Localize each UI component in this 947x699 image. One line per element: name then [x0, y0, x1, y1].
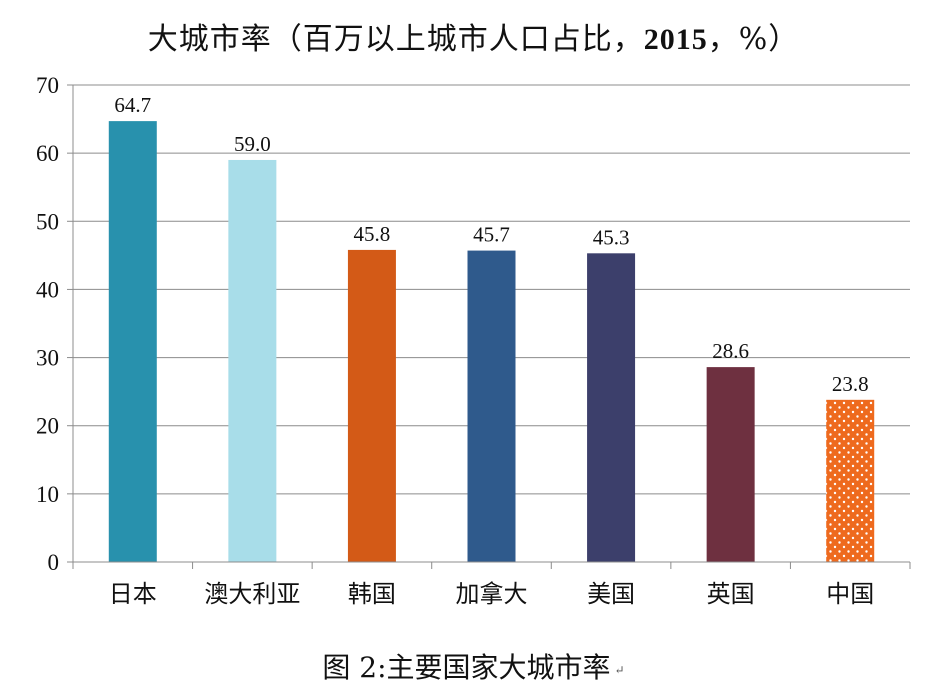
x-tick-label: 韩国 — [348, 580, 396, 608]
figure-caption-text: 图 2:主要国家大城市率 — [322, 651, 611, 684]
bar-6 — [706, 367, 755, 562]
data-label: 28.6 — [712, 339, 749, 363]
data-label: 64.7 — [114, 93, 151, 117]
y-tick-label: 70 — [36, 73, 59, 98]
figure-caption: 图 2:主要国家大城市率 ↵ — [0, 646, 947, 686]
chart-title-text: 大城市率（百万以上城市人口占比， — [147, 22, 644, 57]
bar-5 — [587, 253, 636, 562]
axes: 0 10 20 30 40 50 60 70 — [36, 73, 911, 575]
bars — [108, 121, 875, 563]
y-tick-label: 40 — [36, 277, 59, 302]
chart-title-suffix: ，%） — [707, 22, 800, 57]
y-tick-label: 30 — [36, 346, 59, 371]
x-tick-label: 日本 — [109, 580, 157, 608]
y-tick-label: 10 — [36, 482, 59, 507]
x-tick-label: 中国 — [826, 580, 874, 608]
data-label: 23.8 — [832, 372, 869, 396]
data-label: 45.3 — [593, 225, 630, 249]
chart-title-year: 2015 — [643, 23, 708, 56]
bar-4 — [467, 250, 516, 562]
bar-pattern-overlay — [826, 399, 875, 562]
data-label: 59.0 — [234, 132, 271, 156]
bar-3 — [347, 249, 396, 563]
x-tick-label: 英国 — [707, 580, 755, 608]
y-tick-label: 50 — [36, 209, 59, 234]
y-tick-label: 0 — [48, 550, 60, 575]
data-label: 45.8 — [354, 222, 391, 246]
y-tick-label: 20 — [36, 414, 59, 439]
paragraph-mark: ↵ — [614, 662, 625, 677]
bar-1 — [108, 121, 157, 562]
data-labels: 64.7 日本 59.0 澳大利亚 45.8 韩国 45.7 加拿大 45.3 美国 28.6 英国 2… — [109, 93, 874, 608]
y-tick-label: 60 — [36, 141, 59, 166]
x-tick-label: 美国 — [587, 580, 635, 608]
x-tick-label: 加拿大 — [456, 580, 528, 608]
chart-title: 大城市率（百万以上城市人口占比，2015，%） — [0, 14, 947, 58]
bar-2 — [228, 159, 277, 562]
data-label: 45.7 — [473, 223, 510, 247]
x-tick-label: 澳大利亚 — [204, 580, 300, 608]
